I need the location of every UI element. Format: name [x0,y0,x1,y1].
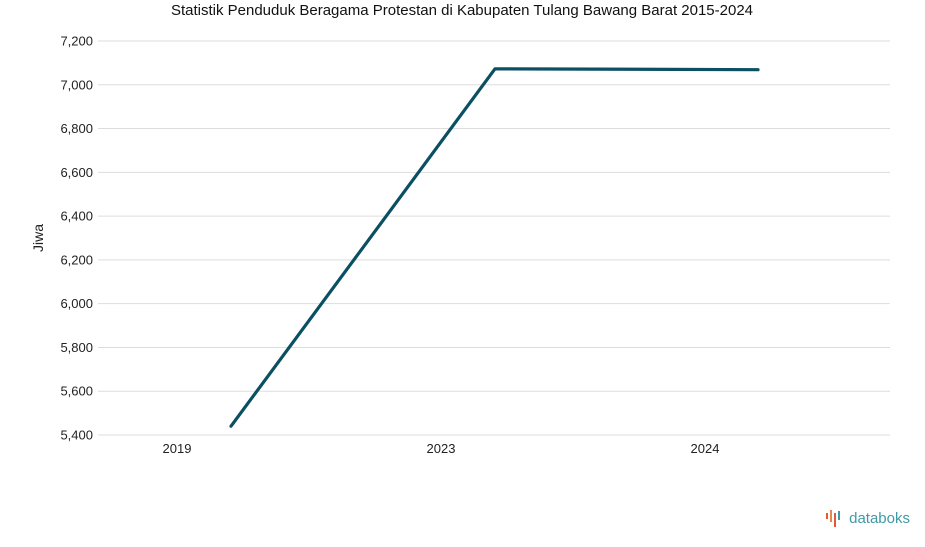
x-tick-label: 2023 [427,441,456,456]
x-axis-ticks: 2019 2023 2024 [163,441,720,456]
y-tick-label: 6,200 [60,252,93,267]
series-line [229,67,760,428]
series-group [229,67,760,428]
y-tick-label: 5,600 [60,384,93,399]
brand-logo-text: databoks [849,510,910,527]
y-tick-label: 7,200 [60,34,93,49]
y-tick-label: 7,000 [60,77,93,92]
y-axis-ticks: 5,400 5,600 5,800 6,000 6,200 6,400 6,600 6,800… [60,34,93,443]
databoks-bars-icon [826,510,840,527]
x-tick-label: 2019 [163,441,192,456]
y-tick-label: 6,000 [60,296,93,311]
x-tick-label: 2024 [691,441,720,456]
y-tick-label: 6,800 [60,121,93,136]
y-tick-label: 5,400 [60,428,93,443]
grid-lines [98,40,890,436]
brand-logo: databoks [826,510,910,527]
chart-title: Statistik Penduduk Beragama Protestan di… [171,2,753,19]
y-tick-label: 6,400 [60,209,93,224]
y-tick-label: 6,600 [60,165,93,180]
y-tick-label: 5,800 [60,340,93,355]
y-axis-label: Jiwa [30,224,46,252]
